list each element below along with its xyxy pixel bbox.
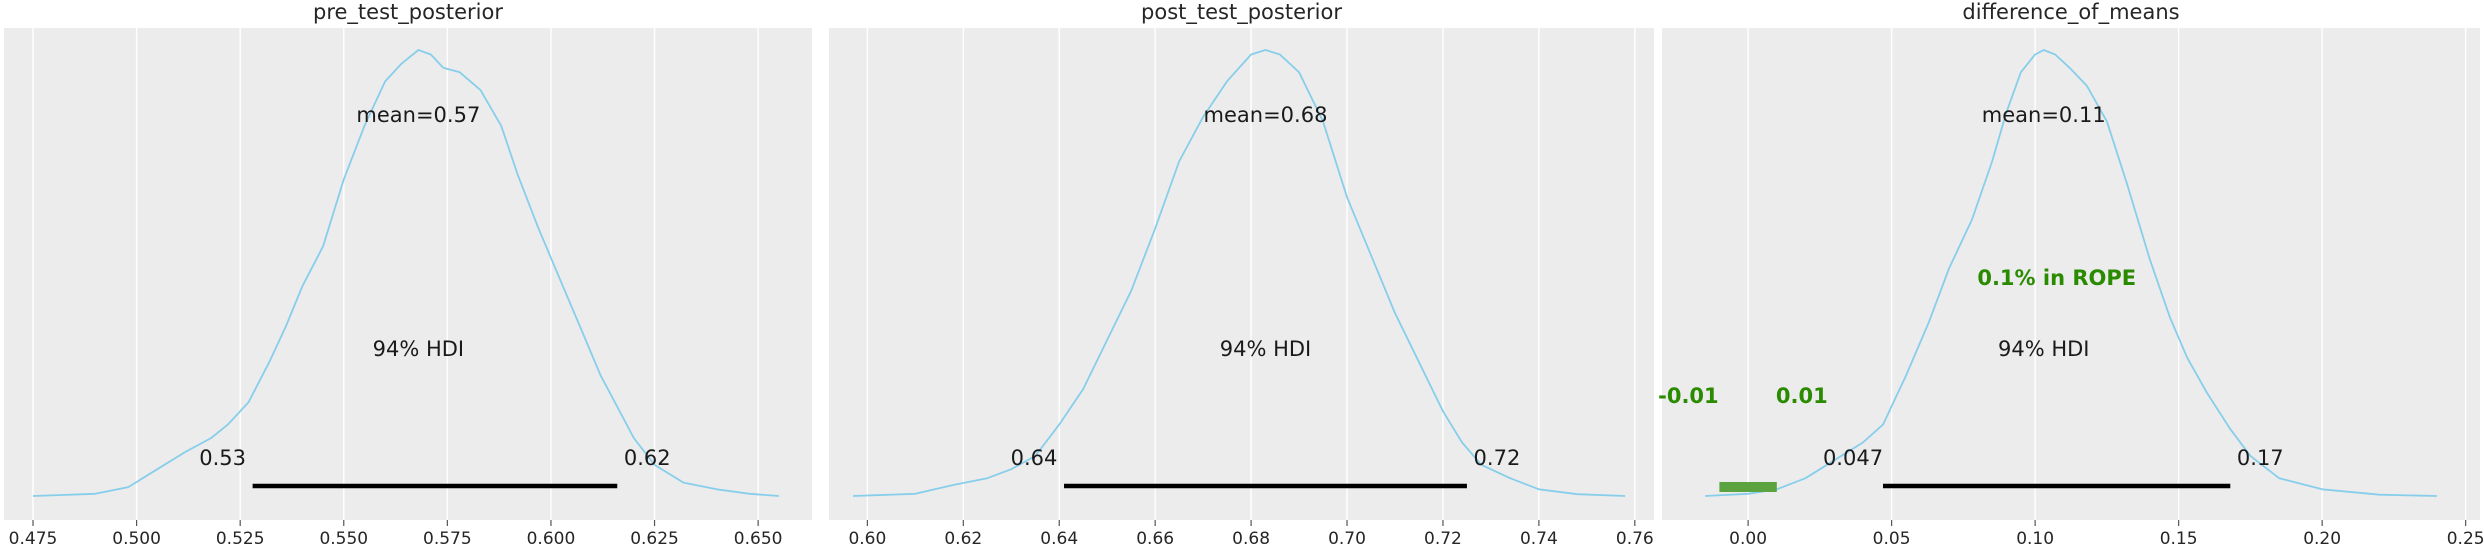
plot-area-2 [829,28,1654,520]
hdi-high-label: 0.72 [1474,446,1521,470]
x-tick-label: 0.20 [2303,529,2341,549]
x-tick-label: 0.525 [216,529,265,549]
x-tick-label: 0.76 [1616,529,1654,549]
x-tick-label: 0.475 [9,529,58,549]
plot-area-1 [4,28,812,520]
rope-percent-label: 0.1% in ROPE [1977,266,2136,290]
panel-title: post_test_posterior [1141,0,1342,25]
density-curve [32,49,779,497]
hdi-high-label: 0.62 [624,446,671,470]
x-tick-label: 0.650 [734,529,783,549]
panel-title: pre_test_posterior [313,0,503,25]
x-tick-label: 0.64 [1040,529,1078,549]
x-tick-label: 0.72 [1424,529,1462,549]
x-tick-label: 0.00 [1729,529,1767,549]
hdi-low-label: 0.64 [1011,446,1058,470]
x-tick-label: 0.66 [1136,529,1174,549]
hdi-low-label: 0.53 [199,446,246,470]
panel-title: difference_of_means [1962,0,2179,25]
density-curve [852,49,1626,497]
x-tick-label: 0.575 [423,529,472,549]
x-tick-label: 0.70 [1328,529,1366,549]
mean-label: mean=0.68 [1204,103,1328,127]
hdi-label: 94% HDI [1998,337,2090,361]
rope-low-label: -0.01 [1658,384,1719,408]
x-tick-label: 0.600 [527,529,576,549]
mean-label: mean=0.57 [356,103,480,127]
x-tick-label: 0.625 [630,529,679,549]
x-tick-label: 0.500 [112,529,161,549]
hdi-low-label: 0.047 [1823,446,1883,470]
density-curve [1705,49,2437,497]
x-tick-label: 0.05 [1873,529,1911,549]
x-tick-label: 0.68 [1232,529,1270,549]
x-tick-label: 0.15 [2160,529,2198,549]
mean-label: mean=0.11 [1982,103,2106,127]
rope-high-label: 0.01 [1776,384,1828,408]
x-tick-label: 0.62 [944,529,982,549]
x-tick-label: 0.550 [319,529,368,549]
x-tick-label: 0.74 [1520,529,1558,549]
plot-area-3 [1662,28,2480,520]
x-tick-label: 0.10 [2016,529,2054,549]
rope-bar [1719,482,1777,492]
hdi-label: 94% HDI [373,337,465,361]
x-tick-label: 0.60 [848,529,886,549]
hdi-label: 94% HDI [1220,337,1312,361]
hdi-high-label: 0.17 [2237,446,2284,470]
x-tick-label: 0.25 [2447,529,2484,549]
